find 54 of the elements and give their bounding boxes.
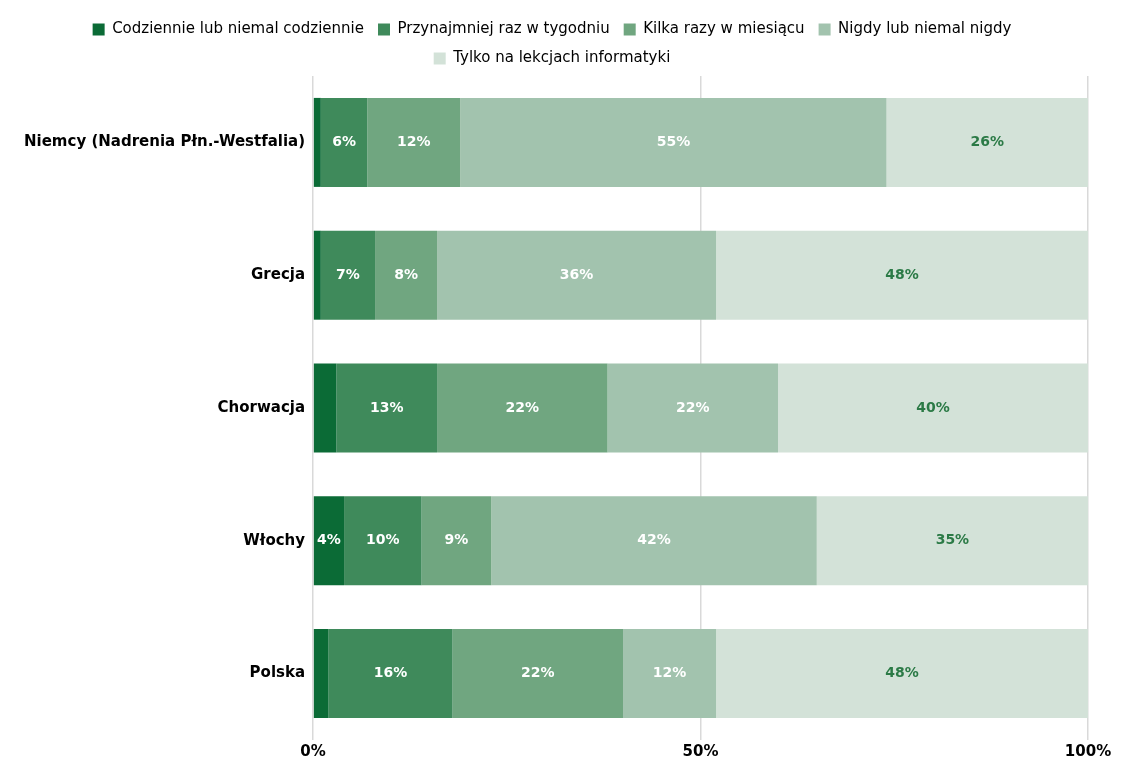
bar (320, 97, 368, 187)
bar (328, 629, 453, 719)
legend-label: Przynajmniej raz w tygodniu (397, 19, 610, 38)
bar (336, 363, 438, 453)
y-tick-label: Niemcy (Nadrenia Płn.-Westfalia) (24, 132, 306, 151)
data-label: 22% (676, 398, 710, 415)
data-label: 48% (885, 265, 919, 282)
data-label: 8% (394, 265, 418, 282)
data-label: 6% (332, 133, 356, 150)
bar (320, 230, 376, 320)
data-label: 42% (637, 531, 671, 548)
y-tick-label: Polska (249, 663, 306, 682)
data-label: 12% (397, 133, 431, 150)
data-label: 12% (652, 664, 687, 681)
data-label: 40% (916, 398, 950, 415)
legend-label: Codziennie lub niemal codziennie (112, 19, 364, 38)
x-tick-label: 0% (300, 741, 326, 760)
x-tick-label: 50% (682, 741, 719, 760)
data-label: 55% (656, 133, 691, 150)
x-tick-label: 100% (1064, 741, 1112, 760)
bar (491, 496, 817, 586)
legend-label: Tylko na lekcjach informatyki (452, 48, 671, 67)
bar (460, 97, 887, 187)
bar (313, 496, 345, 586)
data-label: 13% (369, 398, 404, 415)
y-tick-label: Chorwacja (217, 397, 306, 416)
data-label: 22% (521, 664, 555, 681)
bar (375, 230, 438, 320)
data-label: 9% (444, 531, 469, 548)
data-label: 22% (505, 398, 540, 415)
legend-label: Kilka razy w miesiącu (643, 19, 805, 38)
data-label: 36% (559, 265, 594, 282)
bar (313, 363, 337, 453)
data-label: 26% (970, 133, 1005, 150)
bar (313, 629, 329, 719)
legend-label: Nigdy lub niemal nigdy (838, 19, 1012, 38)
y-tick-label: Włochy (243, 530, 306, 549)
bar (313, 97, 321, 187)
data-label: 35% (935, 531, 970, 548)
y-tick-label: Grecja (251, 265, 306, 284)
bar (437, 230, 717, 320)
bar (452, 629, 624, 719)
bar (607, 363, 779, 453)
data-label: 10% (366, 531, 400, 548)
bar (313, 230, 321, 320)
bar (367, 97, 461, 187)
bar (623, 629, 717, 719)
bar (421, 496, 492, 586)
bar (437, 363, 608, 453)
data-label: 48% (885, 664, 919, 681)
data-label: 4% (317, 531, 341, 548)
data-label: 7% (336, 265, 360, 282)
bar (344, 496, 422, 586)
data-label: 16% (373, 664, 408, 681)
